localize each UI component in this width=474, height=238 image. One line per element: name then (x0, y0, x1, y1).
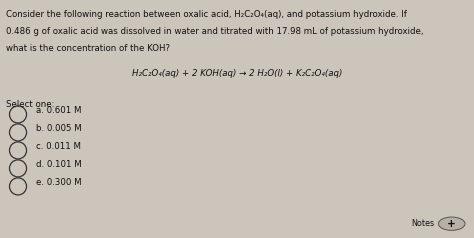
Text: d. 0.101 M: d. 0.101 M (36, 160, 82, 169)
Text: c. 0.011 M: c. 0.011 M (36, 142, 81, 151)
Text: Consider the following reaction between oxalic acid, H₂C₂O₄(aq), and potassium h: Consider the following reaction between … (6, 10, 407, 19)
Text: 0.486 g of oxalic acid was dissolved in water and titrated with 17.98 mL of pota: 0.486 g of oxalic acid was dissolved in … (6, 27, 423, 36)
Text: +: + (447, 219, 456, 229)
Circle shape (438, 217, 465, 230)
Text: b. 0.005 M: b. 0.005 M (36, 124, 82, 133)
Text: Select one:: Select one: (6, 100, 54, 109)
Text: a. 0.601 M: a. 0.601 M (36, 106, 81, 115)
Text: H₂C₂O₄(aq) + 2 KOH(aq) → 2 H₂O(l) + K₂C₂O₄(aq): H₂C₂O₄(aq) + 2 KOH(aq) → 2 H₂O(l) + K₂C₂… (132, 69, 342, 79)
Text: e. 0.300 M: e. 0.300 M (36, 178, 81, 187)
Text: what is the concentration of the KOH?: what is the concentration of the KOH? (6, 44, 170, 53)
Text: Notes: Notes (411, 219, 435, 228)
